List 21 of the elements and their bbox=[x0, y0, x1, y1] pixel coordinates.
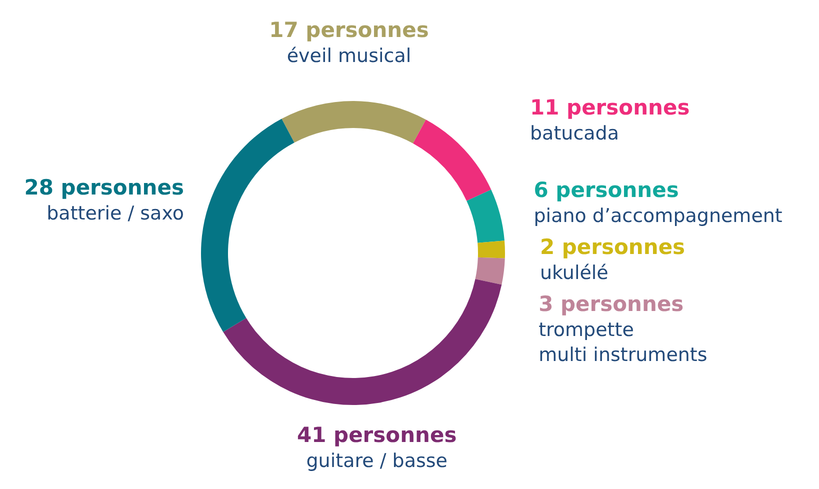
donut-slice bbox=[282, 101, 426, 144]
slice-label: trompette multi instruments bbox=[538, 318, 708, 366]
slice-label: batucada bbox=[530, 122, 619, 145]
data-label: 2 personnes bbox=[540, 234, 686, 259]
slice-label: éveil musical bbox=[286, 45, 412, 67]
data-label: 28 personnes bbox=[24, 176, 184, 200]
data-label: 17 personnes bbox=[269, 18, 429, 42]
data-label: 11 personnes bbox=[530, 96, 690, 120]
data-label: 6 personnes bbox=[534, 178, 679, 202]
slice-label: ukulélé bbox=[540, 262, 608, 284]
slice-label: piano d’accompagnement bbox=[534, 204, 782, 227]
donut-slice bbox=[412, 120, 492, 201]
slice-label: guitare / basse bbox=[306, 450, 448, 472]
slice-label: batterie / saxo bbox=[46, 202, 184, 225]
data-label: 41 personnes bbox=[297, 423, 457, 447]
donut-slice bbox=[475, 257, 505, 285]
donut-slice bbox=[466, 190, 504, 243]
data-label: 3 personnes bbox=[538, 292, 684, 316]
donut-slice bbox=[478, 240, 505, 258]
donut-slice bbox=[201, 118, 294, 332]
donut-slice bbox=[223, 278, 502, 405]
